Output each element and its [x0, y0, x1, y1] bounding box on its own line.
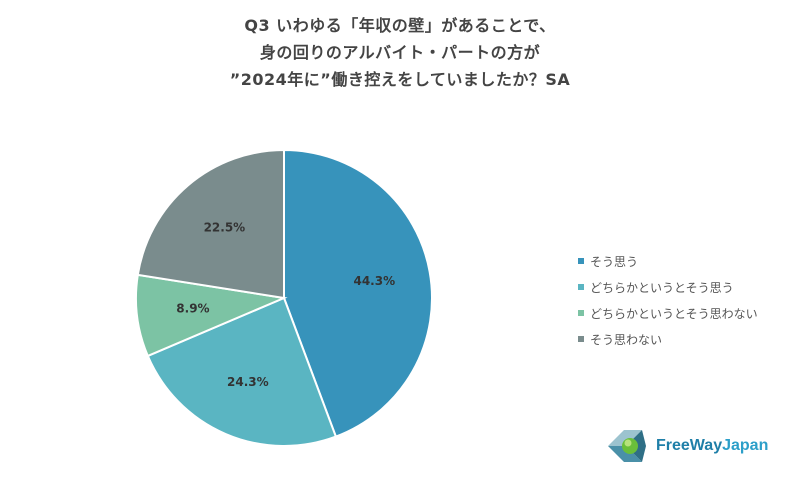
legend-label: そう思う: [590, 254, 639, 269]
legend-swatch: [578, 258, 584, 264]
chart-title-line-2: 身の回りのアルバイト・パートの方が: [259, 43, 541, 62]
freewayjapan-logo: FreeWayJapan: [604, 424, 784, 468]
legend-label: どちらかというとそう思う: [590, 280, 734, 295]
pie-slice-dochiraka-sou-omowanai: [135, 273, 288, 358]
chart-title-line-1: Q3 いわゆる「年収の壁」があることで、: [244, 16, 556, 35]
pie-data-labels: 44.3% 24.3% 8.9% 22.5%: [176, 221, 395, 389]
freewayjapan-logo-text: FreeWayJapan: [656, 437, 768, 455]
legend-swatch: [578, 310, 584, 316]
freewayjapan-logo-icon: [608, 430, 646, 462]
legend-label: そう思わない: [590, 332, 663, 347]
pie-slice-dochiraka-sou-omou: [146, 296, 338, 447]
chart-title-line-3: ”2024年に”働き控えをしていましたか？SA: [229, 70, 571, 89]
legend-item-dochiraka-sou-omowanai: どちらかというとそう思わない: [578, 300, 758, 326]
data-label-dochiraka-sou-omou: 24.3%: [227, 375, 269, 389]
pie-slices: [135, 148, 433, 447]
legend-item-sou-omowanai: そう思わない: [578, 326, 758, 352]
legend-label: どちらかというとそう思わない: [590, 306, 758, 321]
data-label-sou-omou: 44.3%: [353, 274, 395, 288]
logo-text-freeway: FreeWay: [656, 437, 723, 454]
legend-swatch: [578, 284, 584, 290]
legend-item-sou-omou: そう思う: [578, 248, 758, 274]
legend-item-dochiraka-sou-omou: どちらかというとそう思う: [578, 274, 758, 300]
legend-swatch: [578, 336, 584, 342]
pie-slice-sou-omou: [283, 148, 433, 438]
data-label-dochiraka-sou-omowanai: 8.9%: [176, 302, 209, 316]
chart-title: Q3 いわゆる「年収の壁」があることで、 身の回りのアルバイト・パートの方が ”…: [0, 12, 800, 93]
data-label-sou-omowanai: 22.5%: [204, 221, 246, 235]
logo-text-japan: Japan: [722, 437, 769, 454]
pie-slice-sou-omowanai: [136, 148, 285, 300]
chart-legend: そう思うどちらかというとそう思うどちらかというとそう思わない そう思わない: [578, 248, 758, 352]
